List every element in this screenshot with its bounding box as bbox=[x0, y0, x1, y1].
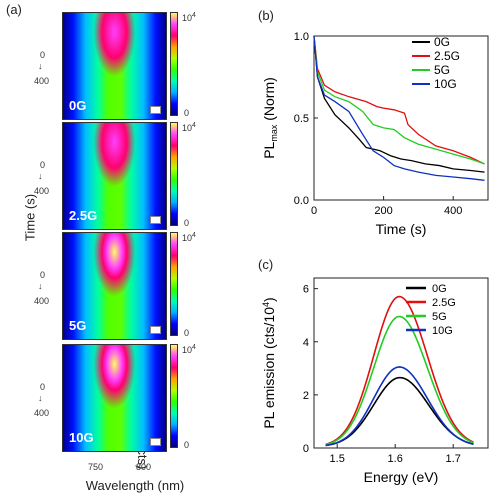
panel-a-y-tick: 400 bbox=[34, 296, 50, 306]
panel-c-chart: 1.5 1.6 1.7 0 2 4 6 Energy (eV) PL emission (cts… bbox=[261, 277, 489, 485]
map-field-label: 0G bbox=[69, 98, 87, 113]
panel-b-label: (b) bbox=[258, 8, 274, 23]
panel-a-y-tick: ↓ bbox=[38, 393, 43, 403]
panel-a-x-tick-750: 750 bbox=[88, 462, 104, 472]
pl-intensity-map: 0G bbox=[62, 12, 167, 120]
plot-frame bbox=[313, 35, 489, 201]
panel-a-y-tick: ↓ bbox=[38, 171, 43, 181]
x-tick-label: 1.6 bbox=[388, 453, 403, 465]
x-axis-title: Time (s) bbox=[376, 221, 427, 237]
y-axis-title: PL emission (cts/104) bbox=[261, 297, 277, 428]
scale-marker-icon bbox=[150, 106, 161, 114]
y-tick-label: 4 bbox=[303, 337, 309, 349]
panel-c-label: (c) bbox=[258, 257, 274, 272]
pl-intensity-map: 10G bbox=[62, 344, 167, 452]
legend-label: 5G bbox=[434, 63, 450, 77]
legend-label: 2.5G bbox=[434, 49, 460, 63]
panel-a-y-tick: 400 bbox=[34, 186, 50, 196]
panel-a-y-tick: 400 bbox=[34, 76, 50, 86]
pl-intensity-map: 5G bbox=[62, 232, 167, 340]
colorbar-max-tick: 104 bbox=[182, 344, 196, 355]
colorbar-max-tick: 104 bbox=[182, 122, 196, 133]
y-tick-label: 6 bbox=[303, 284, 309, 296]
panel-a-label: (a) bbox=[6, 2, 22, 17]
spectrum-line-5G bbox=[325, 315, 474, 446]
panel-a-x-axis-title: Wavelength (nm) bbox=[85, 478, 185, 493]
legend-label: 0G bbox=[434, 35, 450, 49]
panel-a-y-tick: ↓ bbox=[38, 61, 43, 71]
legend-label: 0G bbox=[432, 283, 447, 295]
colorbar-min-tick: 0 bbox=[184, 440, 190, 450]
y-tick-label: 0 bbox=[303, 443, 309, 455]
x-tick-label: 400 bbox=[444, 205, 462, 217]
x-tick-label: 1.5 bbox=[330, 453, 345, 465]
x-tick-label: 1.7 bbox=[446, 453, 461, 465]
plot-frame bbox=[313, 277, 489, 449]
series-line-0G bbox=[313, 35, 485, 173]
colorbar-min-tick: 0 bbox=[184, 218, 190, 228]
colorbar-max-tick: 104 bbox=[182, 12, 196, 23]
panel-a-y-tick: 400 bbox=[34, 408, 50, 418]
map-field-label: 5G bbox=[69, 318, 87, 333]
colorbar-min-tick: 0 bbox=[184, 108, 190, 118]
scale-marker-icon bbox=[150, 438, 161, 446]
panel-a-y-tick: 0 bbox=[40, 270, 46, 280]
intensity-colorbar bbox=[170, 344, 178, 448]
spectrum-line-10G bbox=[325, 366, 474, 447]
y-tick-label: 2 bbox=[303, 390, 309, 402]
scale-marker-icon bbox=[150, 216, 161, 224]
y-tick-label: 0.5 bbox=[294, 113, 309, 125]
y-tick-label: 0.0 bbox=[294, 195, 309, 207]
y-axis-title: PLmax (Norm) bbox=[261, 77, 279, 159]
x-axis-title: Energy (eV) bbox=[364, 469, 439, 485]
pl-intensity-map: 2.5G bbox=[62, 122, 167, 230]
legend-label: 10G bbox=[432, 325, 453, 337]
x-tick-label: 200 bbox=[374, 205, 392, 217]
panel-a-x-tick-800: 800 bbox=[136, 462, 152, 472]
colorbar-min-tick: 0 bbox=[184, 328, 190, 338]
panel-a-y-tick: 0 bbox=[40, 382, 46, 392]
legend-label: 5G bbox=[432, 311, 447, 323]
map-field-label: 2.5G bbox=[69, 208, 98, 223]
series-line-5G bbox=[313, 35, 485, 165]
scale-marker-icon bbox=[150, 326, 161, 334]
panel-a-y-tick: 0 bbox=[40, 160, 46, 170]
series-line-2.5G bbox=[313, 35, 485, 165]
legend-label: 2.5G bbox=[432, 297, 456, 309]
y-tick-label: 1.0 bbox=[294, 31, 309, 43]
x-tick-label: 0 bbox=[311, 205, 317, 217]
panel-a-y-tick: ↓ bbox=[38, 281, 43, 291]
panel-a-y-tick: 0 bbox=[40, 50, 46, 60]
spectrum-line-2.5G bbox=[325, 295, 474, 446]
panel-b-chart: 0 200 400 0.0 0.5 1.0 Time (s) PLmax (Norm) 0G2.… bbox=[261, 31, 489, 237]
intensity-colorbar bbox=[170, 232, 178, 336]
series-line-10G bbox=[313, 35, 485, 181]
intensity-colorbar bbox=[170, 12, 178, 116]
intensity-colorbar bbox=[170, 122, 178, 226]
colorbar-max-tick: 104 bbox=[182, 232, 196, 243]
map-field-label: 10G bbox=[69, 430, 94, 445]
legend-label: 10G bbox=[434, 77, 457, 91]
